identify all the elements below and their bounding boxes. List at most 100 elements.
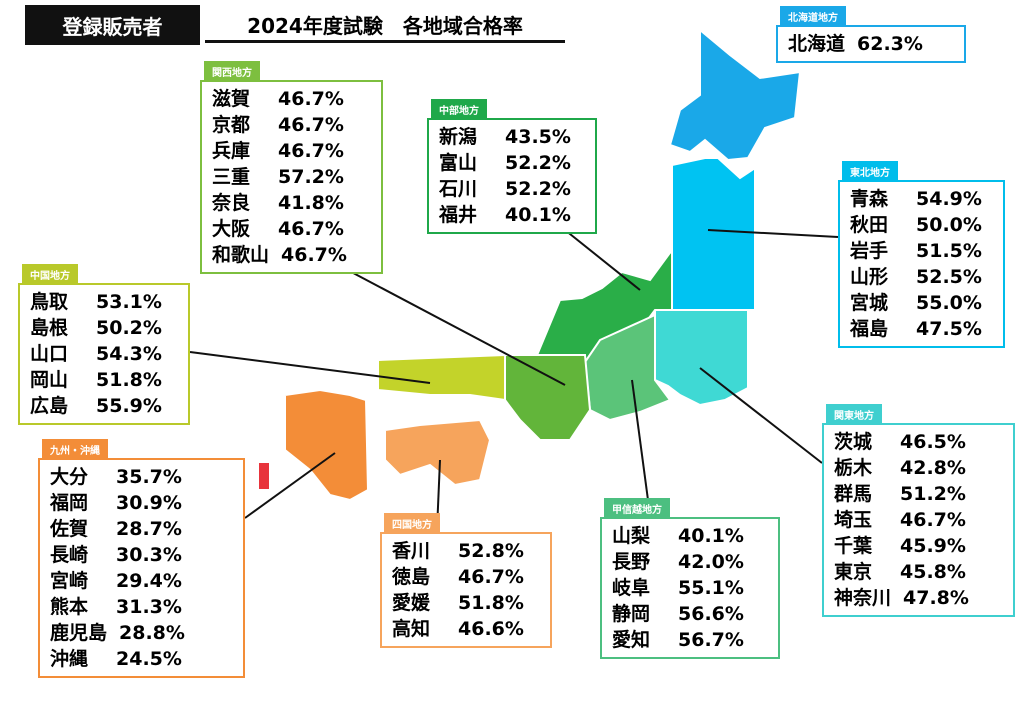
pass-rate: 46.7% [278, 218, 344, 240]
pass-rate: 43.5% [505, 126, 571, 148]
pass-rate: 52.5% [916, 266, 982, 288]
pref-name: 岩手 [850, 240, 889, 262]
pref-row: 滋賀 46.7% [212, 86, 371, 112]
pref-name: 茨城 [834, 431, 873, 453]
pref-name: 山口 [30, 343, 69, 365]
pref-row: 島根 50.2% [30, 315, 178, 341]
pref-row: 高知 46.6% [392, 616, 540, 642]
pref-name: 秋田 [850, 214, 889, 236]
pass-rate: 57.2% [278, 166, 344, 188]
pref-row: 長崎 30.3% [50, 542, 233, 568]
pref-name: 滋賀 [212, 88, 251, 110]
pass-rate: 55.1% [678, 577, 744, 599]
pref-row: 岩手 51.5% [850, 238, 993, 264]
pref-row: 北海道 62.3% [788, 31, 954, 57]
region-box: 茨城 46.5% 栃木 42.8% 群馬 51.2% 埼玉 46.7% 千葉 45.9% 東京 45.… [822, 423, 1015, 617]
pref-row: 三重 57.2% [212, 164, 371, 190]
shikoku [384, 418, 492, 487]
pass-rate: 54.9% [916, 188, 982, 210]
pass-rate: 46.7% [278, 140, 344, 162]
pref-name: 佐賀 [50, 518, 89, 540]
pass-rate: 30.9% [116, 492, 182, 514]
pass-rate: 56.6% [678, 603, 744, 625]
pref-row: 兵庫 46.7% [212, 138, 371, 164]
pref-name: 長野 [612, 551, 651, 573]
pref-name: 岐阜 [612, 577, 651, 599]
pref-name: 大阪 [212, 218, 251, 240]
pref-name: 岡山 [30, 369, 69, 391]
pass-rate: 47.8% [903, 587, 969, 609]
region-box: 香川 52.8% 徳島 46.7% 愛媛 51.8% 高知 46.6% [380, 532, 552, 648]
pref-row: 新潟 43.5% [439, 124, 585, 150]
pass-rate: 46.7% [458, 566, 524, 588]
pref-name: 埼玉 [834, 509, 873, 531]
hokkaido [668, 27, 802, 162]
pass-rate: 46.5% [900, 431, 966, 453]
pref-name: 大分 [50, 466, 89, 488]
pref-row: 広島 55.9% [30, 393, 178, 419]
pref-row: 埼玉 46.7% [834, 507, 1003, 533]
pref-name: 福島 [850, 318, 889, 340]
region-box: 鳥取 53.1% 島根 50.2% 山口 54.3% 岡山 51.8% 広島 55.9% [18, 283, 190, 425]
pref-name: 青森 [850, 188, 889, 210]
pref-name: 北海道 [788, 33, 846, 55]
pass-rate: 51.8% [96, 369, 162, 391]
pass-rate: 24.5% [116, 648, 182, 670]
pref-row: 和歌山 46.7% [212, 242, 371, 268]
pass-rate: 42.0% [678, 551, 744, 573]
pass-rate: 51.2% [900, 483, 966, 505]
pref-row: 大分 35.7% [50, 464, 233, 490]
pref-row: 福井 40.1% [439, 202, 585, 228]
region-tab: 関東地方 [826, 404, 882, 425]
pass-rate: 31.3% [116, 596, 182, 618]
pass-rate: 29.4% [116, 570, 182, 592]
pref-row: 山形 52.5% [850, 264, 993, 290]
region-box: 新潟 43.5% 富山 52.2% 石川 52.2% 福井 40.1% [427, 118, 597, 234]
pass-rate: 50.2% [96, 317, 162, 339]
pref-name: 島根 [30, 317, 69, 339]
kinki [504, 354, 592, 441]
pref-name: 和歌山 [212, 244, 270, 266]
pass-rate: 55.9% [96, 395, 162, 417]
pass-rate: 51.8% [458, 592, 524, 614]
pref-name: 栃木 [834, 457, 873, 479]
pref-row: 大阪 46.7% [212, 216, 371, 242]
pref-name: 静岡 [612, 603, 651, 625]
pref-name: 奈良 [212, 192, 251, 214]
pref-row: 静岡 56.6% [612, 601, 768, 627]
pref-name: 京都 [212, 114, 251, 136]
pref-row: 佐賀 28.7% [50, 516, 233, 542]
leader-line [189, 351, 431, 384]
okinawa [257, 461, 271, 491]
leader-line [339, 265, 566, 386]
pass-rate: 52.8% [458, 540, 524, 562]
pref-name: 宮城 [850, 292, 889, 314]
pass-rate: 54.3% [96, 343, 162, 365]
region-box: 大分 35.7% 福岡 30.9% 佐賀 28.7% 長崎 30.3% 宮崎 29.4% 熊本 31.… [38, 458, 245, 678]
pref-row: 長野 42.0% [612, 549, 768, 575]
region-tab: 甲信越地方 [604, 498, 670, 519]
pref-row: 千葉 45.9% [834, 533, 1003, 559]
pass-rate: 46.6% [458, 618, 524, 640]
pref-row: 石川 52.2% [439, 176, 585, 202]
pref-name: 千葉 [834, 535, 873, 557]
pref-name: 沖縄 [50, 648, 89, 670]
pass-rate: 62.3% [857, 33, 923, 55]
pref-name: 神奈川 [834, 587, 892, 609]
pref-name: 福井 [439, 204, 478, 226]
pref-name: 愛知 [612, 629, 651, 651]
pref-name: 広島 [30, 395, 69, 417]
pass-rate: 41.8% [278, 192, 344, 214]
pass-rate: 46.7% [900, 509, 966, 531]
tohoku [671, 157, 756, 311]
region-box: 北海道 62.3% [776, 25, 966, 63]
pass-rate: 50.0% [916, 214, 982, 236]
pref-name: 石川 [439, 178, 478, 200]
pref-name: 長崎 [50, 544, 89, 566]
leader-line [699, 367, 823, 464]
pass-rate: 53.1% [96, 291, 162, 313]
region-tab: 関西地方 [204, 61, 260, 82]
region-box: 青森 54.9% 秋田 50.0% 岩手 51.5% 山形 52.5% 宮城 55.0% 福島 47.… [838, 180, 1005, 348]
pref-row: 鹿児島 28.8% [50, 620, 233, 646]
